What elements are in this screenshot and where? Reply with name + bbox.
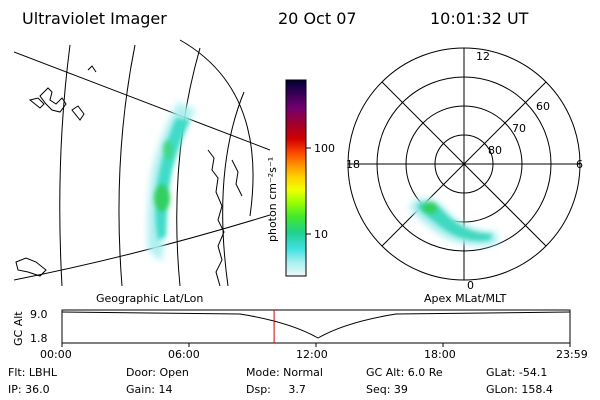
geographic-map (14, 39, 270, 286)
mlt-label-6: 6 (576, 158, 583, 171)
timeline-axis-label: GC Alt (12, 311, 25, 346)
timeline-xtick-1800: 18:00 (424, 348, 456, 361)
info-filter: Flt: LBHL (8, 366, 58, 379)
timeline-xtick-1200: 12:00 (296, 348, 328, 361)
mlt-label-0: 0 (467, 279, 474, 292)
timeline-ytick-9: 9.0 (30, 308, 48, 321)
colorbar-tick-10: 10 (314, 228, 328, 241)
mlat-label-60: 60 (536, 100, 550, 113)
timeline-ytick-1: 1.8 (30, 332, 48, 345)
info-glat: GLat: -54.1 (486, 366, 547, 379)
mlat-label-80: 80 (488, 144, 502, 157)
info-gain: Gain: 14 (126, 383, 173, 396)
info-dsp: Dsp: 3.7 (246, 383, 306, 396)
info-glon: GLon: 158.4 (486, 383, 553, 396)
colorbar-tick-100: 100 (314, 142, 335, 155)
colorbar-unit-label: photon cm⁻²s⁻¹ (266, 157, 279, 242)
timeline-xtick-0600: 06:00 (168, 348, 200, 361)
polar-panel-label: Apex MLat/MLT (424, 292, 507, 305)
polar-plot (347, 47, 581, 281)
instrument-title: Ultraviolet Imager (22, 9, 167, 28)
info-mode: Mode: Normal (246, 366, 323, 379)
info-gc-alt: GC Alt: 6.0 Re (366, 366, 443, 379)
mlt-label-12: 12 (476, 50, 490, 63)
colorbar-scale (285, 79, 307, 277)
mlt-label-18: 18 (346, 158, 360, 171)
info-ip: IP: 36.0 (8, 383, 50, 396)
date-label: 20 Oct 07 (278, 9, 357, 28)
info-seq: Seq: 39 (366, 383, 408, 396)
geo-panel-label: Geographic Lat/Lon (96, 292, 203, 305)
mlat-label-70: 70 (512, 122, 526, 135)
colorbar: 100 10 photon cm⁻²s⁻¹ (266, 79, 335, 277)
timeline-xtick-2359: 23:59 (556, 348, 588, 361)
altitude-timeline (61, 309, 571, 347)
timeline-xtick-0000: 00:00 (40, 348, 72, 361)
info-door: Door: Open (126, 366, 189, 379)
time-label: 10:01:32 UT (430, 9, 529, 28)
